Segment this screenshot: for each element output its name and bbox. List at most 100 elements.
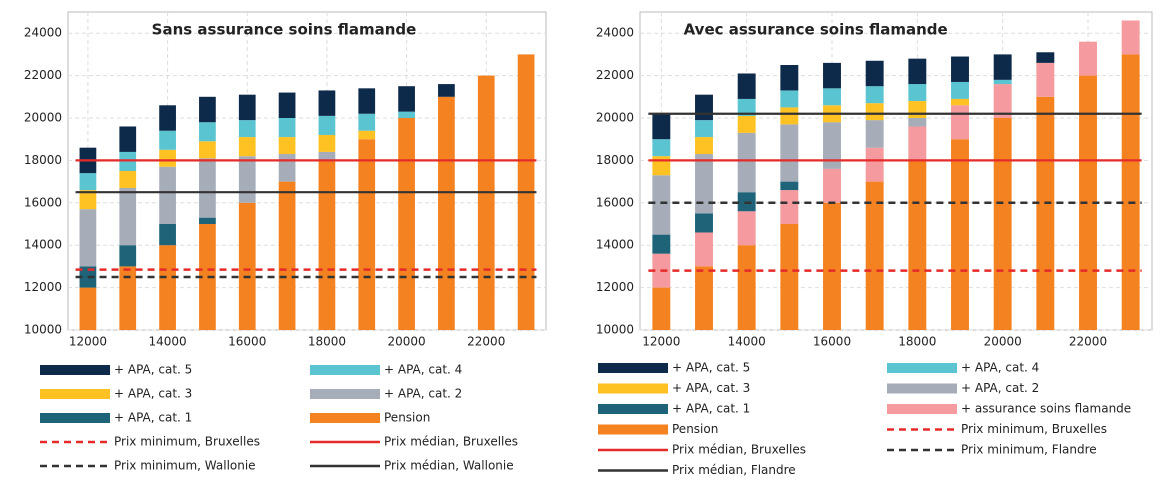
x-tick-label: 16000 [228, 335, 266, 349]
bar-segment [780, 107, 799, 125]
bar-segment [823, 62, 841, 89]
y-tick-label: 12000 [24, 280, 62, 294]
x-tick-label: 14000 [148, 335, 186, 349]
bar-segment [695, 154, 713, 214]
legend-swatch [598, 404, 668, 414]
bar-segment [993, 118, 1012, 330]
bar-segment [865, 120, 884, 148]
x-tick-label: 22000 [1069, 335, 1107, 349]
legend-swatch [887, 383, 957, 394]
chart-title: Sans assurance soins flamande [152, 21, 417, 39]
bar-segment [159, 105, 176, 131]
plot-area [639, 11, 1153, 331]
bar-segment [993, 54, 1012, 80]
bar-segment [823, 122, 841, 169]
bar-segment [951, 98, 969, 106]
legend-label: Prix médian, Bruxelles [672, 443, 806, 457]
bar-segment [358, 139, 376, 330]
bar-segment [238, 202, 256, 330]
bar-segment [780, 224, 799, 330]
x-tick-label: 12000 [642, 335, 680, 349]
legend-label: + APA, cat. 2 [961, 381, 1039, 395]
y-tick-label: 22000 [24, 68, 62, 82]
bar-segment [199, 122, 216, 142]
bar-segment [695, 94, 713, 121]
x-tick-label: 20000 [984, 335, 1022, 349]
bar-segment [119, 245, 137, 267]
y-tick-label: 20000 [24, 111, 62, 125]
bar-segment [652, 234, 671, 254]
legend-label: + APA, cat. 2 [384, 387, 462, 401]
bar-segment [695, 137, 713, 155]
y-tick-label: 10000 [596, 323, 634, 337]
x-tick-label: 12000 [69, 335, 107, 349]
bar-segment [695, 213, 713, 233]
bar-segment [865, 181, 884, 330]
bar-segment [79, 190, 97, 210]
bar-segment [1121, 20, 1140, 55]
bar-segment [278, 92, 296, 118]
bar-segment [398, 111, 415, 118]
bar-segment [199, 96, 216, 123]
bar-segment [695, 266, 713, 330]
bar-segment [318, 160, 336, 330]
bar-segment [737, 245, 756, 330]
legend-label: + APA, cat. 4 [384, 363, 462, 377]
x-tick-label: 22000 [467, 335, 505, 349]
bar-segment [398, 118, 415, 330]
bar-segment [908, 118, 927, 127]
bar-segment [159, 149, 176, 167]
bar-segment [318, 134, 336, 152]
y-tick-label: 24000 [24, 26, 62, 40]
legend-swatch [598, 383, 668, 394]
y-tick-label: 12000 [596, 280, 634, 294]
bar-segment [278, 118, 296, 138]
legend-label: + APA, cat. 3 [672, 381, 750, 395]
bar-segment [119, 126, 137, 152]
bar-segment [865, 103, 884, 121]
bar-segment [951, 81, 969, 99]
bar-segment [278, 154, 296, 182]
y-tick-label: 14000 [24, 238, 62, 252]
bar-segment [438, 96, 455, 330]
x-tick-label: 14000 [728, 335, 766, 349]
legend-label: + APA, cat. 5 [672, 361, 750, 375]
y-tick-label: 16000 [24, 195, 62, 209]
bar-segment [398, 86, 415, 112]
y-tick-label: 14000 [596, 238, 634, 252]
bar-segment [780, 65, 799, 91]
bar-segment [652, 156, 671, 176]
bar-segment [199, 158, 216, 218]
bar-segment [823, 88, 841, 106]
bar-segment [119, 171, 137, 188]
bar-segment [318, 115, 336, 135]
plot-area [67, 11, 547, 331]
bar-segment [79, 209, 97, 267]
legend-label: + APA, cat. 3 [114, 387, 192, 401]
bar-segment [438, 84, 455, 97]
legend-swatch [598, 424, 668, 435]
legend-label: Prix minimum, Bruxelles [114, 435, 260, 449]
y-tick-label: 10000 [24, 323, 62, 337]
x-tick-label: 20000 [387, 335, 425, 349]
bar-segment [477, 75, 495, 330]
bar-segment [652, 175, 671, 235]
bar-segment [908, 126, 927, 161]
bar-segment [159, 130, 176, 150]
legend-label: Prix minimum, Flandre [961, 443, 1097, 457]
chart-title: Avec assurance soins flamande [684, 21, 948, 39]
legend-label: Prix médian, Bruxelles [384, 435, 518, 449]
bar-segment [780, 124, 799, 182]
bar-segment [159, 245, 176, 330]
bar-segment [238, 137, 256, 157]
bar-segment [951, 56, 969, 82]
y-tick-label: 24000 [596, 26, 634, 40]
legend-swatch [887, 404, 957, 414]
bar-segment [159, 224, 176, 246]
bar-segment [652, 113, 671, 140]
bar-segment [318, 90, 336, 116]
bar-segment [358, 113, 376, 131]
bar-segment [908, 84, 927, 102]
legend-swatch [310, 365, 380, 375]
